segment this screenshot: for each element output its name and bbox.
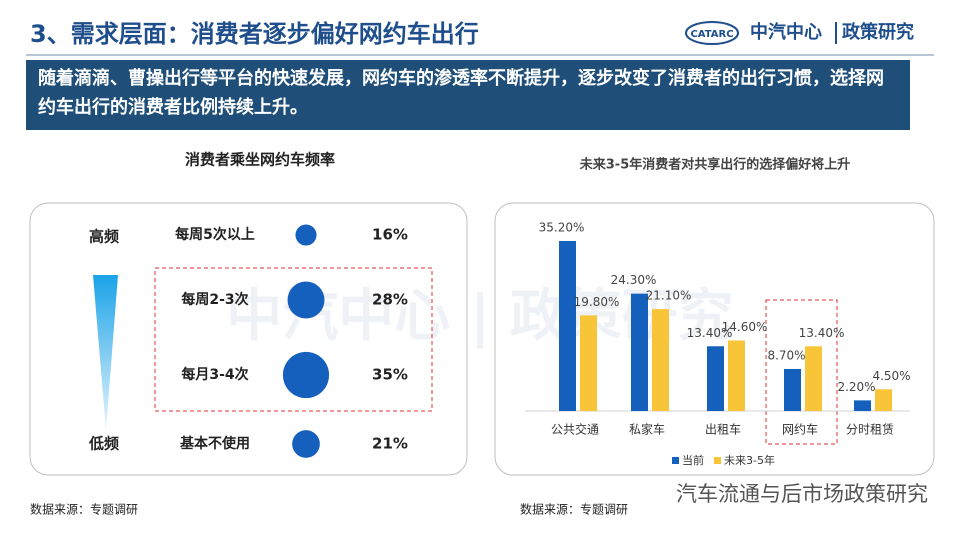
bubble: [287, 281, 325, 319]
value-label: 19.80%: [574, 295, 620, 309]
value-label: 24.30%: [611, 273, 657, 287]
logo-division: 政策研究: [842, 21, 914, 43]
bar: [707, 346, 724, 411]
bar: [854, 400, 871, 411]
x-tick-label: 公共交通: [551, 422, 599, 437]
legend-swatch: [714, 457, 721, 464]
bubble: [295, 224, 317, 246]
value-label: 13.40%: [799, 326, 845, 340]
row-label: 每周2-3次: [181, 291, 248, 308]
value-label: 2.20%: [837, 380, 875, 394]
value-label: 16%: [372, 226, 408, 244]
logo-mark: CATARC: [690, 29, 733, 40]
bar: [728, 340, 745, 411]
bar: [580, 315, 597, 411]
chart-title: 未来3-5年消费者对共享出行的选择偏好将上升: [579, 157, 851, 173]
high-label: 高频: [89, 228, 119, 246]
bar: [652, 309, 669, 411]
frequency-wedge: [93, 275, 118, 430]
legend-swatch: [672, 457, 679, 464]
legend-label: 未来3-5年: [724, 453, 775, 467]
credit: 汽车流通与后市场政策研究: [676, 482, 928, 506]
value-label: 35.20%: [539, 221, 585, 235]
value-label: 21%: [372, 435, 408, 453]
low-label: 低频: [88, 435, 119, 453]
bar: [875, 389, 892, 411]
value-label: 4.50%: [872, 369, 910, 383]
bar: [559, 241, 576, 411]
chart-title: 消费者乘坐网约车频率: [185, 151, 335, 169]
x-tick-label: 网约车: [782, 422, 818, 437]
row-label: 基本不使用: [180, 435, 250, 452]
right-panel: [494, 202, 935, 476]
bar: [631, 293, 648, 411]
bubble: [292, 430, 320, 458]
source: 数据来源：专题调研: [520, 502, 628, 517]
value-label: 13.40%: [687, 326, 733, 340]
x-tick-label: 分时租赁: [846, 423, 894, 437]
value-label: 28%: [372, 291, 408, 309]
left-panel: [29, 202, 468, 476]
value-label: 8.70%: [767, 348, 805, 362]
x-tick-label: 私家车: [629, 422, 665, 437]
slide-title: 3、需求层面：消费者逐步偏好网约车出行: [30, 20, 479, 48]
banner: 随着滴滴、曹操出行等平台的快速发展，网约车的渗透率不断提升，逐步改变了消费者的出…: [26, 60, 910, 130]
value-label: 35%: [372, 366, 408, 384]
row-label: 每周5次以上: [175, 226, 255, 243]
value-label: 21.10%: [646, 289, 692, 303]
x-tick-label: 出租车: [705, 422, 741, 437]
bar: [805, 346, 822, 411]
logo-ring: [685, 21, 739, 45]
row-label: 每月3-4次: [181, 366, 248, 383]
source: 数据来源：专题调研: [30, 502, 138, 517]
logo-name: 中汽中心: [750, 21, 822, 43]
legend-label: 当前: [682, 453, 704, 467]
bar: [784, 368, 801, 411]
bubble: [282, 351, 330, 399]
highlight-box: [765, 299, 838, 445]
value-label: 14.60%: [722, 320, 768, 334]
